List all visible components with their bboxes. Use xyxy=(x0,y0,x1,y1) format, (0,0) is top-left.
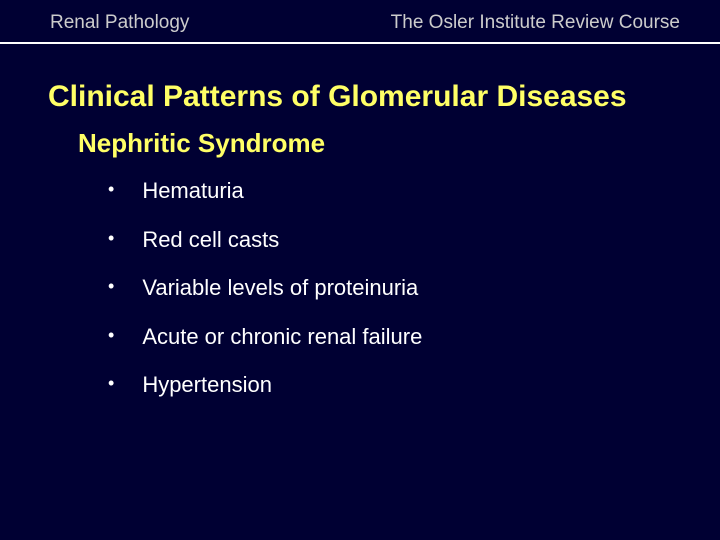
bullet-marker: • xyxy=(108,274,114,299)
bullet-item: • Variable levels of proteinuria xyxy=(108,274,720,303)
slide-header: Renal Pathology The Osler Institute Revi… xyxy=(0,0,720,44)
bullet-item: • Acute or chronic renal failure xyxy=(108,323,720,352)
slide-subtitle: Nephritic Syndrome xyxy=(0,114,720,159)
bullet-item: • Hematuria xyxy=(108,177,720,206)
bullet-text: Variable levels of proteinuria xyxy=(142,274,418,303)
bullet-marker: • xyxy=(108,371,114,396)
bullet-text: Red cell casts xyxy=(142,226,279,255)
bullet-marker: • xyxy=(108,177,114,202)
slide-title: Clinical Patterns of Glomerular Diseases xyxy=(0,52,720,114)
bullet-marker: • xyxy=(108,226,114,251)
bullet-text: Acute or chronic renal failure xyxy=(142,323,422,352)
header-right-text: The Osler Institute Review Course xyxy=(391,12,680,34)
header-left-text: Renal Pathology xyxy=(50,12,189,34)
bullet-marker: • xyxy=(108,323,114,348)
bullet-list: • Hematuria • Red cell casts • Variable … xyxy=(0,159,720,400)
bullet-text: Hematuria xyxy=(142,177,243,206)
bullet-text: Hypertension xyxy=(142,371,272,400)
bullet-item: • Hypertension xyxy=(108,371,720,400)
bullet-item: • Red cell casts xyxy=(108,226,720,255)
